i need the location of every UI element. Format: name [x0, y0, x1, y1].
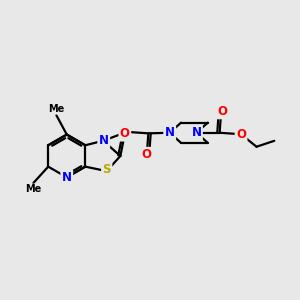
Text: Me: Me	[25, 184, 41, 194]
Text: O: O	[120, 127, 130, 140]
Text: S: S	[103, 164, 111, 176]
Text: O: O	[236, 128, 246, 141]
Text: N: N	[165, 126, 175, 139]
Text: N: N	[62, 171, 72, 184]
Text: Me: Me	[48, 104, 64, 114]
Text: N: N	[191, 126, 202, 139]
Text: O: O	[218, 105, 228, 118]
Text: O: O	[142, 148, 152, 161]
Text: N: N	[99, 134, 109, 147]
